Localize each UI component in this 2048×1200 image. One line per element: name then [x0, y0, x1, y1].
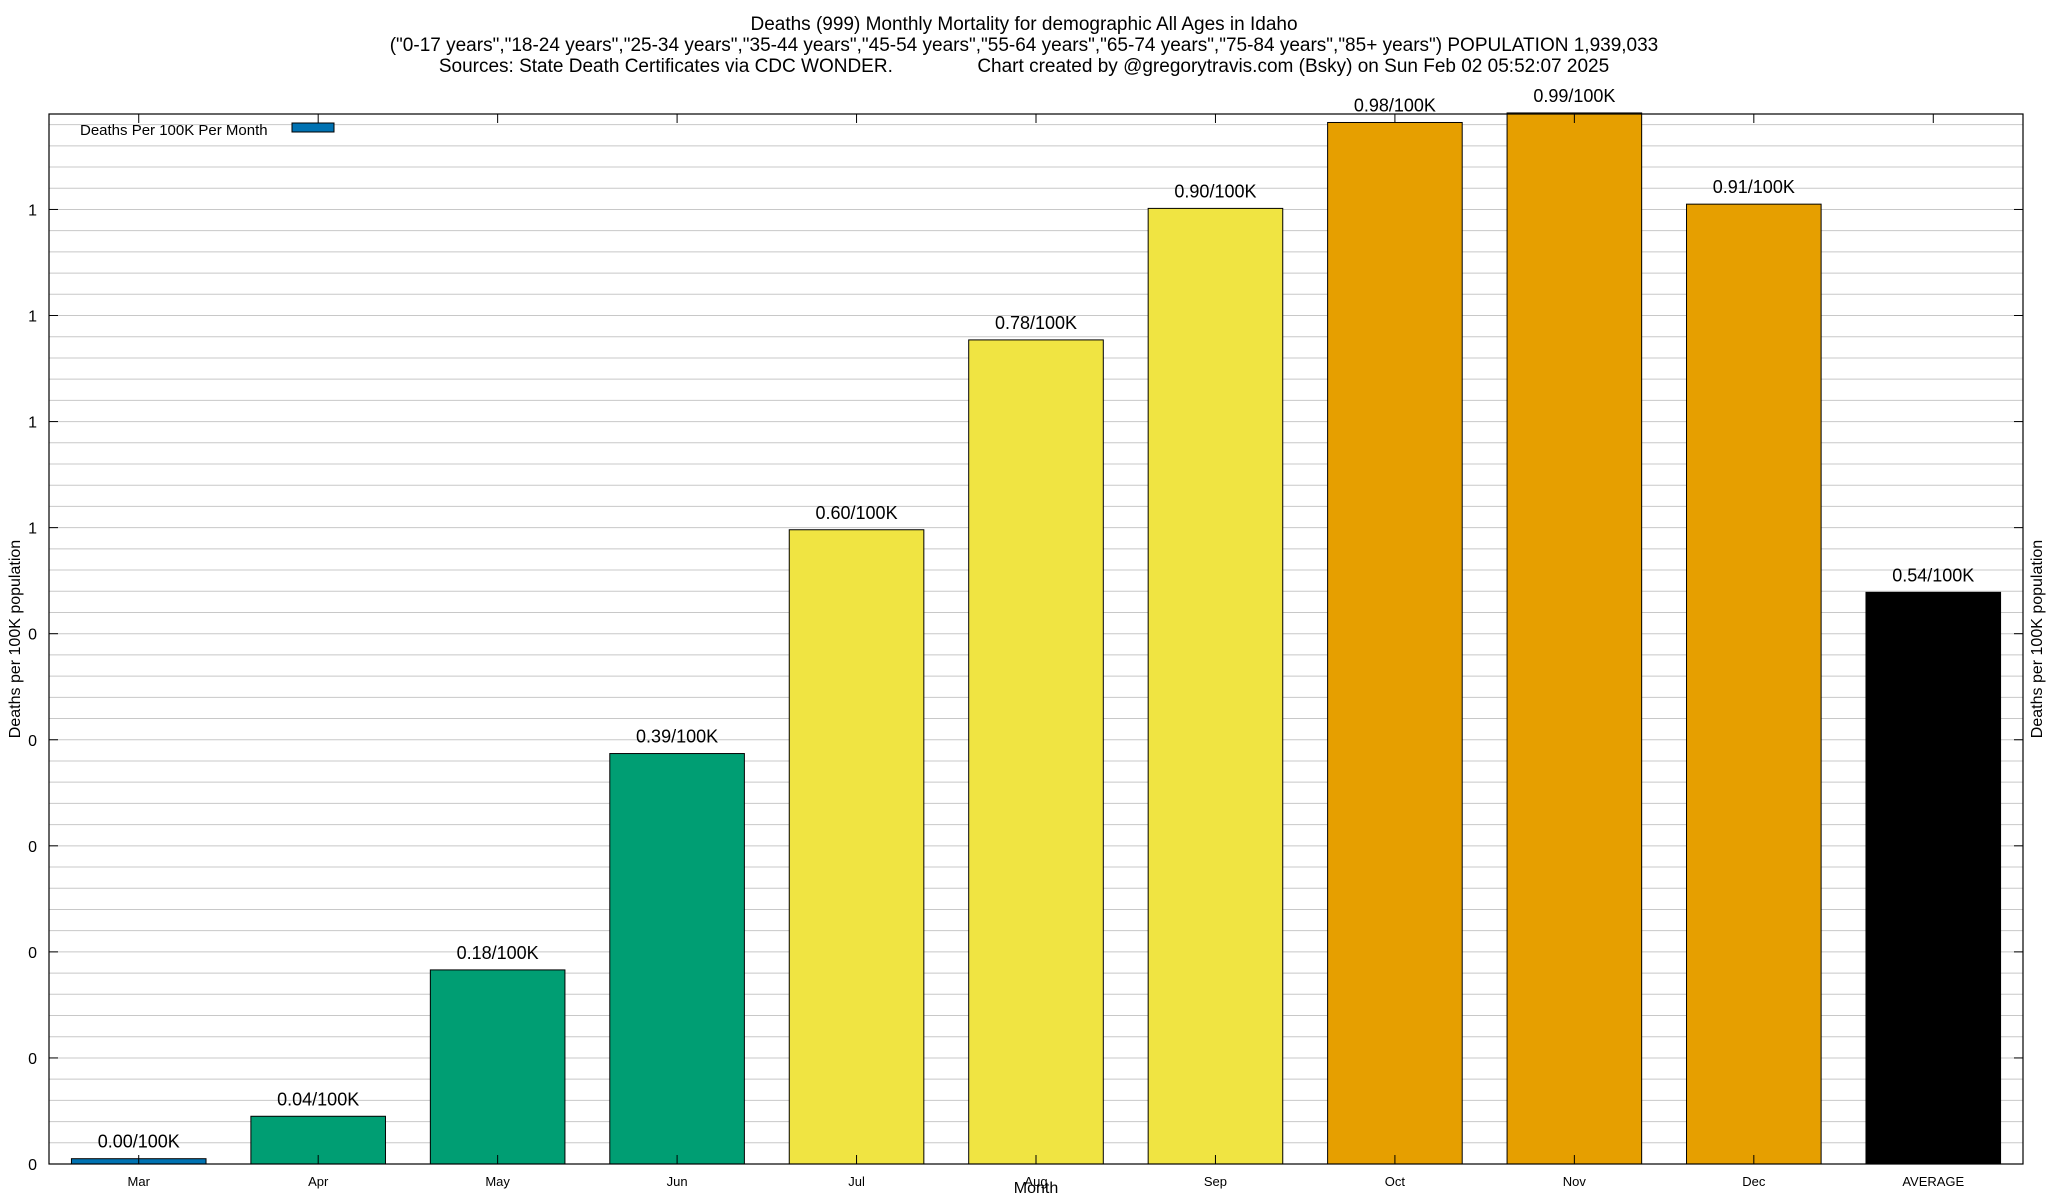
data-label-jun: 0.39/100K: [636, 727, 718, 747]
data-label-mar: 0.00/100K: [98, 1132, 180, 1152]
bar-oct: [1327, 121, 1463, 1165]
data-label-aug: 0.78/100K: [995, 313, 1077, 333]
chart-sources: Sources: State Death Certificates via CD…: [438, 56, 893, 77]
bar-aug: [968, 339, 1104, 1165]
bar-jun: [609, 753, 745, 1165]
y2-axis-label: Deaths per 100K population: [2029, 540, 2046, 738]
y-tick-label: 1: [28, 415, 37, 432]
x-tick-label-sep: Sep: [1204, 1174, 1227, 1189]
legend-label: Deaths Per 100K Per Month: [80, 122, 268, 139]
x-tick-label-mar: Mar: [128, 1174, 151, 1189]
y-tick-label: 1: [28, 202, 37, 219]
x-tick-label-dec: Dec: [1742, 1174, 1766, 1189]
bar-nov: [1506, 112, 1643, 1165]
bar-may: [429, 969, 566, 1165]
data-label-dec: 0.91/100K: [1713, 177, 1795, 197]
bar-dec: [1686, 203, 1822, 1165]
x-tick-label-nov: Nov: [1563, 1174, 1587, 1189]
bar-sep: [1147, 207, 1284, 1165]
y-tick-label: 0: [28, 733, 37, 750]
y-tick-label: 0: [28, 839, 37, 856]
y-tick-label: 0: [28, 1051, 37, 1068]
data-label-nov: 0.99/100K: [1533, 86, 1615, 106]
legend-swatch: [291, 122, 335, 133]
y-tick-label: 1: [28, 521, 37, 538]
y-tick-label: 0: [28, 627, 37, 644]
legend: Deaths Per 100K Per Month: [80, 122, 335, 139]
chart-title: Deaths (999) Monthly Mortality for demog…: [750, 14, 1298, 35]
bars: [70, 112, 2002, 1165]
x-tick-label-jun: Jun: [667, 1174, 688, 1189]
y-tick-label: 0: [28, 1157, 37, 1174]
bar-jul: [788, 529, 925, 1165]
y-tick-label: 0: [28, 945, 37, 962]
x-tick-label-jul: Jul: [848, 1174, 865, 1189]
data-label-sep: 0.90/100K: [1174, 181, 1256, 201]
y-tick-label: 1: [28, 309, 37, 326]
data-label-apr: 0.04/100K: [277, 1089, 359, 1109]
data-label-oct: 0.98/100K: [1354, 95, 1436, 115]
x-tick-label-apr: Apr: [308, 1174, 329, 1189]
x-tick-label-may: May: [485, 1174, 510, 1189]
data-label-jul: 0.60/100K: [816, 503, 898, 523]
data-label-average: 0.54/100K: [1892, 565, 1974, 585]
bar-average: [1865, 591, 2002, 1165]
chart-sources-line: Sources: State Death Certificates via CD…: [0, 56, 2048, 77]
chart-title-block: Deaths (999) Monthly Mortality for demog…: [0, 14, 2048, 77]
x-axis-label: Month: [1014, 1180, 1058, 1197]
chart-subtitle: ("0-17 years","18-24 years","25-34 years…: [389, 35, 1659, 56]
axis-ticks: [49, 114, 2023, 1165]
x-tick-label-oct: Oct: [1385, 1174, 1406, 1189]
data-label-may: 0.18/100K: [457, 943, 539, 963]
x-tick-label-average: AVERAGE: [1902, 1174, 1964, 1189]
chart-credit: Chart created by @gregorytravis.com (Bsk…: [977, 56, 1610, 77]
y-axis-label: Deaths per 100K population: [7, 540, 24, 738]
x-tick-label-aug: Aug: [1024, 1174, 1047, 1189]
labels: 0 0 0 0 0 0 1 1 1 1 0.00/100K Mar 0.04/100K Apr 0.18/1…: [28, 86, 1974, 1189]
